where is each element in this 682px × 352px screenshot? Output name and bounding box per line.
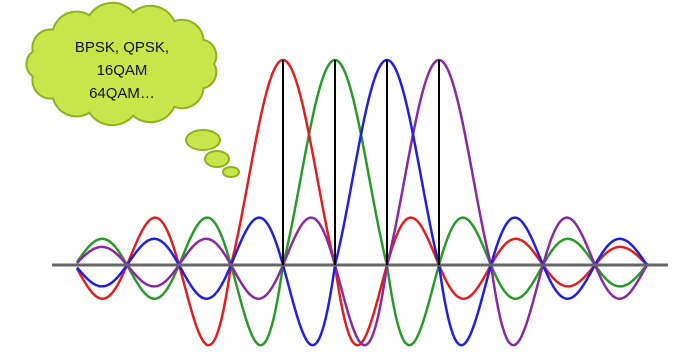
bubble (205, 151, 229, 167)
bubble (186, 130, 220, 150)
callout-text: 16QAM (97, 62, 148, 79)
thought-bubbles (186, 130, 239, 177)
callout-text: BPSK, QPSK, (75, 39, 169, 56)
ofdm-diagram: BPSK, QPSK, 16QAM 64QAM… (0, 0, 682, 352)
callout-text: 64QAM… (89, 85, 155, 102)
bubble (223, 167, 239, 177)
peak-markers (283, 60, 439, 265)
